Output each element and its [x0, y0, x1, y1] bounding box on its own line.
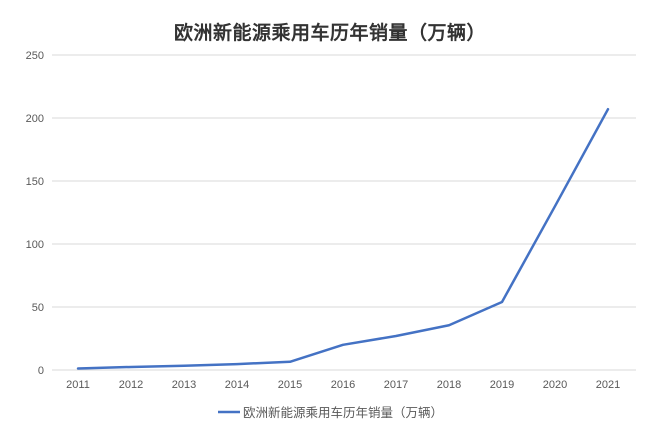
x-axis-tick-label: 2021 [596, 379, 620, 391]
x-axis-tick-label: 2015 [278, 379, 302, 391]
x-axis-tick-label: 2019 [490, 379, 514, 391]
legend-line-marker [217, 410, 240, 413]
chart-legend: 欧洲新能源乘用车历年销量（万辆） [0, 402, 660, 421]
x-axis-tick-label: 2018 [437, 379, 461, 391]
data-line-series [76, 107, 610, 370]
x-axis-tick-label: 2012 [119, 379, 143, 391]
x-axis-tick-label: 2011 [66, 379, 90, 391]
chart-title: 欧洲新能源乘用车历年销量（万辆） [173, 23, 486, 44]
y-axis-tick-label: 0 [38, 365, 44, 377]
x-axis-tick-label: 2014 [225, 379, 249, 391]
x-axis-tick-label: 2016 [331, 379, 355, 391]
y-axis-tick-label: 250 [26, 50, 44, 62]
legend-label: 欧洲新能源乘用车历年销量（万辆） [242, 406, 443, 420]
y-axis-tick-label: 100 [26, 239, 44, 251]
x-axis-tick-label: 2013 [172, 379, 196, 391]
y-axis-tick-label: 150 [26, 176, 44, 188]
x-axis-tick-label: 2017 [384, 379, 408, 391]
y-axis-tick-label: 200 [26, 113, 44, 125]
y-axis-tick-label: 50 [32, 302, 44, 314]
x-axis-tick-label: 2020 [543, 379, 567, 391]
